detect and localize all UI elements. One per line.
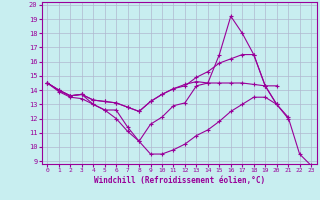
X-axis label: Windchill (Refroidissement éolien,°C): Windchill (Refroidissement éolien,°C) <box>94 176 265 185</box>
